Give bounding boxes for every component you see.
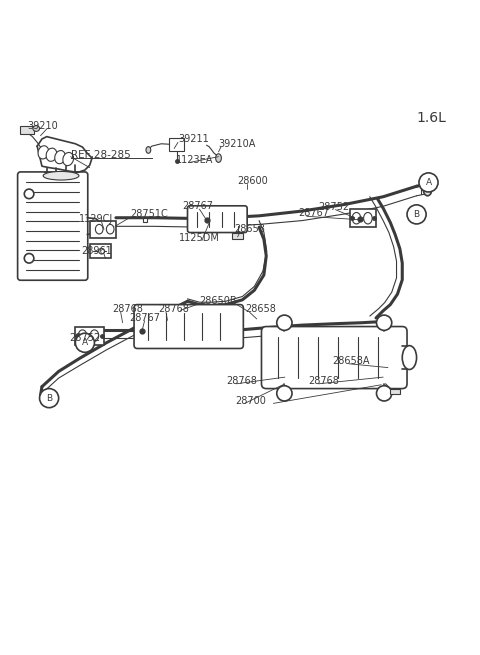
Bar — [90, 221, 116, 238]
Text: 28767: 28767 — [129, 313, 160, 323]
Text: 39210A: 39210A — [218, 140, 256, 149]
Ellipse shape — [78, 330, 87, 341]
Text: 39211: 39211 — [178, 134, 209, 145]
Circle shape — [376, 386, 392, 401]
Text: 1129CJ: 1129CJ — [79, 214, 113, 224]
Circle shape — [24, 253, 34, 263]
Text: 39210: 39210 — [28, 121, 59, 131]
Ellipse shape — [99, 248, 105, 254]
Ellipse shape — [146, 147, 151, 153]
Circle shape — [376, 315, 392, 330]
Text: 28752: 28752 — [318, 202, 349, 212]
Bar — [169, 138, 184, 151]
Text: 1.6L: 1.6L — [417, 111, 446, 124]
Ellipse shape — [402, 346, 417, 369]
Text: 28658: 28658 — [245, 305, 276, 314]
Ellipse shape — [423, 183, 432, 196]
Circle shape — [24, 189, 34, 198]
Text: 1123EA: 1123EA — [176, 155, 213, 164]
Text: 28768: 28768 — [112, 305, 143, 314]
Text: A: A — [82, 338, 88, 347]
Circle shape — [407, 205, 426, 224]
Text: 28752: 28752 — [70, 333, 101, 343]
Text: 28768: 28768 — [309, 376, 339, 386]
Text: 28768: 28768 — [227, 376, 257, 386]
Text: 28961: 28961 — [82, 246, 112, 256]
Text: 28658: 28658 — [234, 224, 265, 234]
Text: 28767: 28767 — [298, 208, 329, 219]
Text: REF,28-285: REF,28-285 — [71, 150, 131, 160]
Bar — [390, 388, 400, 394]
Ellipse shape — [352, 212, 361, 224]
FancyBboxPatch shape — [262, 327, 407, 388]
Text: 28700: 28700 — [235, 396, 266, 405]
Ellipse shape — [33, 126, 39, 132]
Text: 1125DM: 1125DM — [180, 233, 220, 243]
Circle shape — [277, 386, 292, 401]
Ellipse shape — [38, 146, 49, 159]
Circle shape — [419, 173, 438, 192]
Bar — [90, 244, 111, 258]
Ellipse shape — [55, 151, 65, 164]
Text: 28767: 28767 — [183, 201, 214, 212]
Ellipse shape — [216, 154, 221, 162]
Text: 28658A: 28658A — [333, 356, 370, 366]
FancyBboxPatch shape — [18, 172, 88, 280]
Ellipse shape — [43, 172, 79, 180]
Text: 28650B: 28650B — [199, 296, 237, 306]
Text: B: B — [46, 394, 52, 403]
Text: 28600: 28600 — [237, 176, 268, 185]
Text: 28751C: 28751C — [130, 210, 168, 219]
Ellipse shape — [96, 225, 103, 234]
Text: A: A — [425, 178, 432, 187]
Ellipse shape — [90, 330, 99, 341]
Bar — [350, 209, 376, 227]
Ellipse shape — [364, 212, 372, 224]
FancyBboxPatch shape — [134, 305, 243, 348]
Ellipse shape — [107, 225, 114, 234]
Bar — [21, 126, 34, 134]
Ellipse shape — [46, 148, 57, 161]
Circle shape — [39, 388, 59, 407]
Bar — [75, 327, 104, 345]
Bar — [232, 233, 243, 238]
Ellipse shape — [63, 153, 73, 166]
Text: 28768: 28768 — [158, 305, 189, 314]
Text: B: B — [413, 210, 420, 219]
FancyBboxPatch shape — [188, 206, 247, 233]
Circle shape — [75, 333, 95, 352]
Circle shape — [277, 315, 292, 330]
